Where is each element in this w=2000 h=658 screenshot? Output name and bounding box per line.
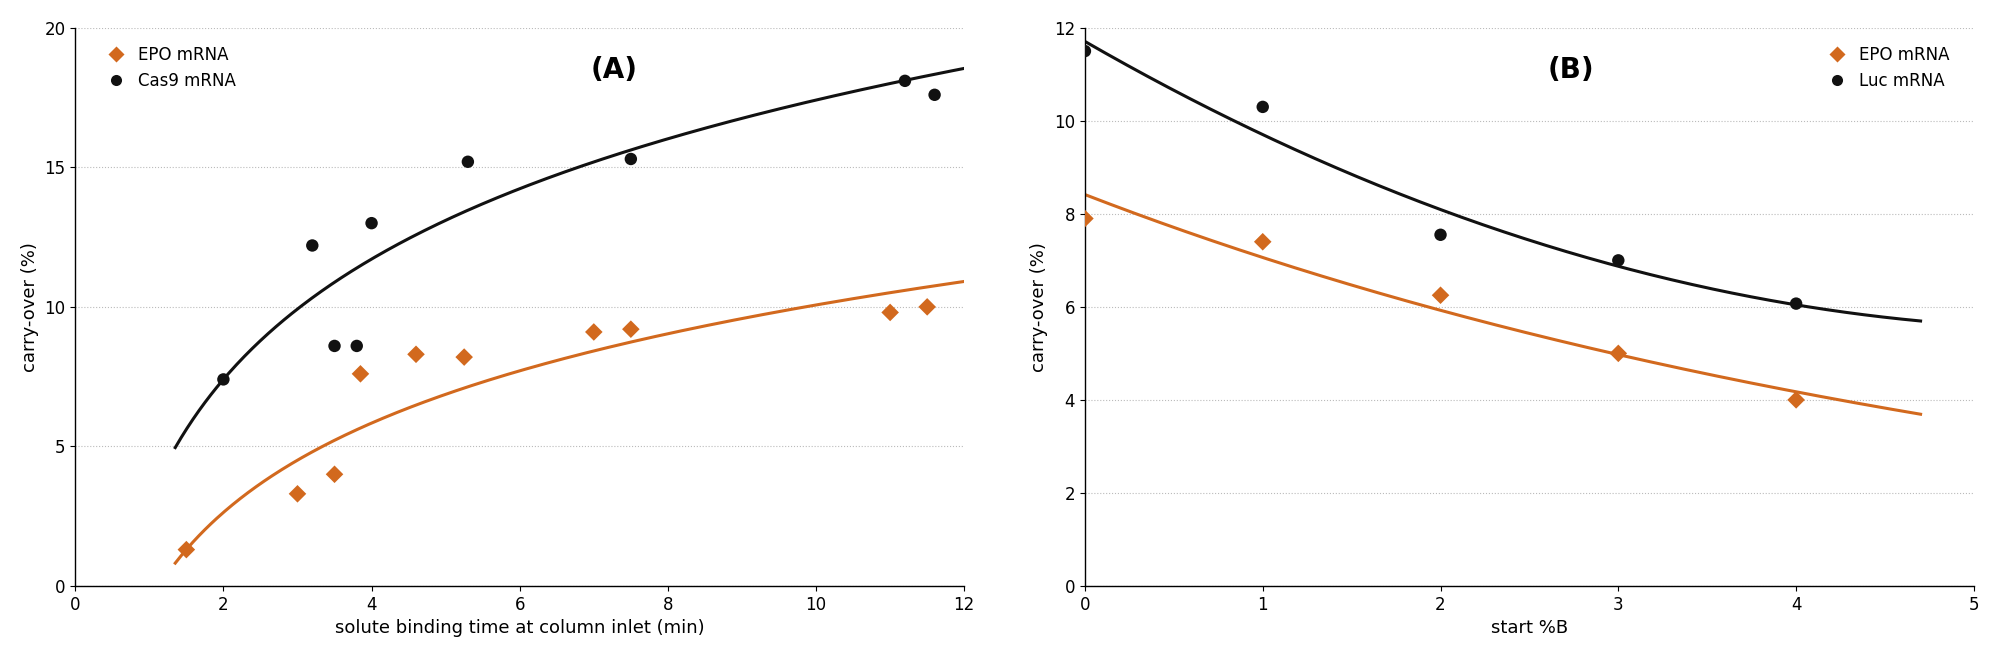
- Point: [614, 324, 646, 334]
- Point: [452, 157, 484, 167]
- Y-axis label: carry-over (%): carry-over (%): [20, 242, 38, 372]
- Point: [400, 349, 432, 359]
- Point: [208, 374, 240, 385]
- Point: [1246, 236, 1278, 247]
- Point: [912, 301, 944, 312]
- Point: [344, 368, 376, 379]
- X-axis label: solute binding time at column inlet (min): solute binding time at column inlet (min…: [334, 619, 704, 637]
- Point: [1424, 290, 1456, 301]
- X-axis label: start %B: start %B: [1490, 619, 1568, 637]
- Legend: EPO mRNA, Luc mRNA: EPO mRNA, Luc mRNA: [1814, 39, 1956, 97]
- Point: [282, 488, 314, 499]
- Y-axis label: carry-over (%): carry-over (%): [1030, 242, 1048, 372]
- Point: [340, 341, 372, 351]
- Legend: EPO mRNA, Cas9 mRNA: EPO mRNA, Cas9 mRNA: [94, 39, 242, 97]
- Point: [1602, 348, 1634, 359]
- Point: [1246, 101, 1278, 112]
- Point: [1424, 230, 1456, 240]
- Point: [356, 218, 388, 228]
- Point: [170, 544, 202, 555]
- Point: [1780, 395, 1812, 405]
- Point: [918, 89, 950, 100]
- Point: [888, 76, 920, 86]
- Text: (A): (A): [590, 56, 638, 84]
- Point: [1068, 46, 1100, 57]
- Text: (B): (B): [1548, 56, 1594, 84]
- Point: [614, 154, 646, 164]
- Point: [578, 327, 610, 338]
- Point: [1780, 298, 1812, 309]
- Point: [318, 341, 350, 351]
- Point: [318, 469, 350, 480]
- Point: [874, 307, 906, 318]
- Point: [1068, 213, 1100, 224]
- Point: [296, 240, 328, 251]
- Point: [448, 352, 480, 363]
- Point: [1602, 255, 1634, 266]
